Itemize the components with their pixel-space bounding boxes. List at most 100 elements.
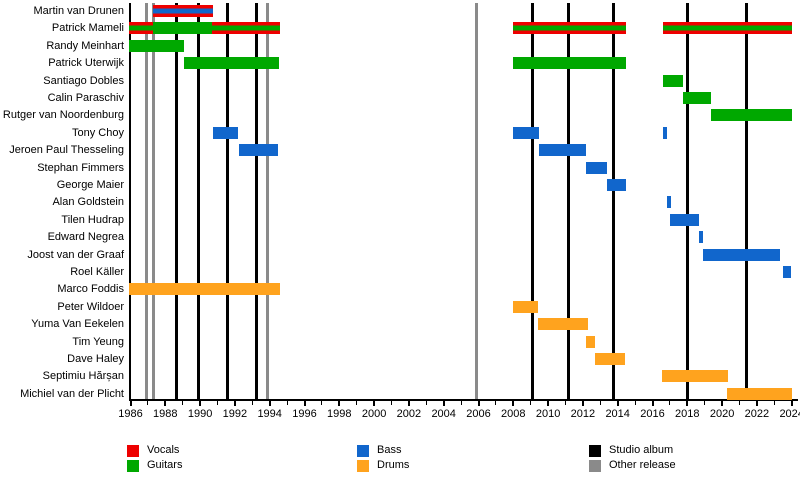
x-tick-label: 1988 bbox=[153, 408, 178, 420]
x-tick-label: 1998 bbox=[327, 408, 352, 420]
timeline-bar-bass bbox=[607, 179, 627, 191]
x-tick-label: 2012 bbox=[570, 408, 596, 420]
minor-tick bbox=[773, 401, 775, 405]
legend-label-other: Other release bbox=[609, 458, 676, 471]
studio-album-line bbox=[255, 3, 259, 399]
member-label: Stephan Fimmers bbox=[37, 161, 124, 174]
member-label: Tim Yeung bbox=[72, 335, 124, 348]
legend-swatch-vocals bbox=[127, 445, 139, 457]
timeline-bar-vocals-guitars bbox=[513, 22, 626, 35]
minor-tick bbox=[425, 401, 427, 405]
minor-tick bbox=[217, 401, 218, 405]
timeline-bar-bass bbox=[539, 144, 587, 157]
studio-album-line bbox=[530, 3, 534, 399]
member-label: Randy Meinhart bbox=[46, 39, 124, 52]
other-release-line bbox=[151, 3, 155, 399]
y-axis bbox=[129, 3, 131, 401]
timeline-bar-drums bbox=[513, 300, 538, 313]
timeline-bar-guitars bbox=[513, 57, 626, 70]
timeline-bar-guitars bbox=[128, 39, 185, 52]
major-tick bbox=[790, 401, 793, 406]
timeline-bar-bass bbox=[783, 266, 791, 278]
member-label: Patrick Mameli bbox=[51, 22, 124, 35]
minor-tick bbox=[704, 401, 706, 405]
member-label: Joost van der Graaf bbox=[27, 248, 124, 261]
minor-tick bbox=[739, 401, 740, 405]
member-label: George Maier bbox=[56, 179, 124, 191]
minor-tick bbox=[147, 401, 149, 405]
other-release-line bbox=[475, 3, 479, 399]
major-tick bbox=[721, 401, 724, 406]
major-tick bbox=[199, 401, 202, 406]
x-axis bbox=[129, 399, 798, 401]
x-tick-label: 1996 bbox=[292, 408, 317, 420]
legend-swatch-other bbox=[589, 459, 601, 472]
minor-tick bbox=[530, 401, 532, 405]
timeline-bar-drums bbox=[586, 335, 596, 348]
member-label: Martin van Drunen bbox=[33, 5, 125, 17]
x-tick-label: 2016 bbox=[640, 408, 665, 420]
studio-album-line bbox=[744, 3, 748, 399]
other-release-line bbox=[144, 3, 148, 399]
timeline-bar-bass bbox=[698, 231, 703, 244]
timeline-bar-vocals-bass bbox=[153, 5, 214, 17]
member-label: Santiago Dobles bbox=[43, 74, 124, 87]
minor-tick bbox=[495, 401, 497, 405]
legend-swatch-guitars bbox=[127, 459, 139, 472]
minor-tick bbox=[565, 401, 566, 405]
minor-tick bbox=[356, 401, 358, 405]
major-tick bbox=[373, 401, 376, 406]
timeline-bar-guitars bbox=[662, 74, 683, 87]
member-label: Calin Paraschiv bbox=[47, 92, 124, 104]
member-label: Tilen Hudrap bbox=[61, 213, 124, 226]
member-label: Rutger van Noordenburg bbox=[2, 109, 124, 122]
x-tick-label: 2008 bbox=[501, 408, 526, 420]
timeline-bar-bass bbox=[662, 126, 668, 139]
studio-album-line bbox=[196, 3, 200, 399]
studio-album-line bbox=[611, 3, 615, 399]
x-tick-label: 1992 bbox=[222, 408, 248, 420]
x-tick-label: 1986 bbox=[118, 408, 143, 420]
timeline-bar-guitars bbox=[153, 22, 213, 35]
studio-album-line bbox=[175, 3, 179, 399]
minor-tick bbox=[460, 401, 462, 405]
minor-tick bbox=[251, 401, 253, 405]
timeline-bar-bass bbox=[669, 213, 699, 226]
member-label: Dave Haley bbox=[67, 353, 124, 365]
x-tick-label: 2022 bbox=[744, 408, 770, 420]
major-tick bbox=[651, 401, 654, 406]
x-tick-label: 2010 bbox=[535, 408, 561, 420]
x-tick-label: 2006 bbox=[466, 408, 491, 420]
major-tick bbox=[616, 401, 619, 406]
member-label: Alan Goldstein bbox=[52, 196, 124, 209]
major-tick bbox=[233, 401, 236, 406]
timeline-bar-bass bbox=[513, 126, 540, 139]
minor-tick bbox=[321, 401, 323, 405]
major-tick bbox=[477, 401, 480, 406]
member-label: Septimiu Hărșan bbox=[42, 370, 124, 383]
minor-tick bbox=[391, 401, 392, 405]
member-label: Yuma Van Eekelen bbox=[31, 318, 124, 331]
timeline-bar-bass bbox=[239, 144, 279, 157]
minor-tick bbox=[634, 401, 636, 405]
major-tick bbox=[407, 401, 410, 406]
x-tick-label: 2004 bbox=[431, 408, 456, 420]
legend-swatch-bass bbox=[357, 445, 369, 457]
timeline-bar-bass bbox=[213, 126, 239, 139]
legend-swatch-drums bbox=[357, 459, 369, 472]
member-label: Edward Negrea bbox=[47, 231, 124, 244]
timeline-bar-bass bbox=[702, 248, 780, 261]
studio-album-line bbox=[685, 3, 689, 399]
studio-album-line bbox=[225, 3, 229, 399]
timeline-bar-vocals-guitars bbox=[128, 22, 154, 35]
other-release-line bbox=[266, 3, 270, 399]
major-tick bbox=[129, 401, 132, 406]
timeline-bar-guitars bbox=[682, 92, 711, 104]
timeline-bar-bass bbox=[667, 196, 671, 209]
timeline-bar-drums bbox=[537, 318, 589, 331]
x-tick-label: 2018 bbox=[675, 408, 700, 420]
x-tick-label: 1990 bbox=[187, 408, 213, 420]
x-tick-label: 1994 bbox=[257, 408, 282, 420]
